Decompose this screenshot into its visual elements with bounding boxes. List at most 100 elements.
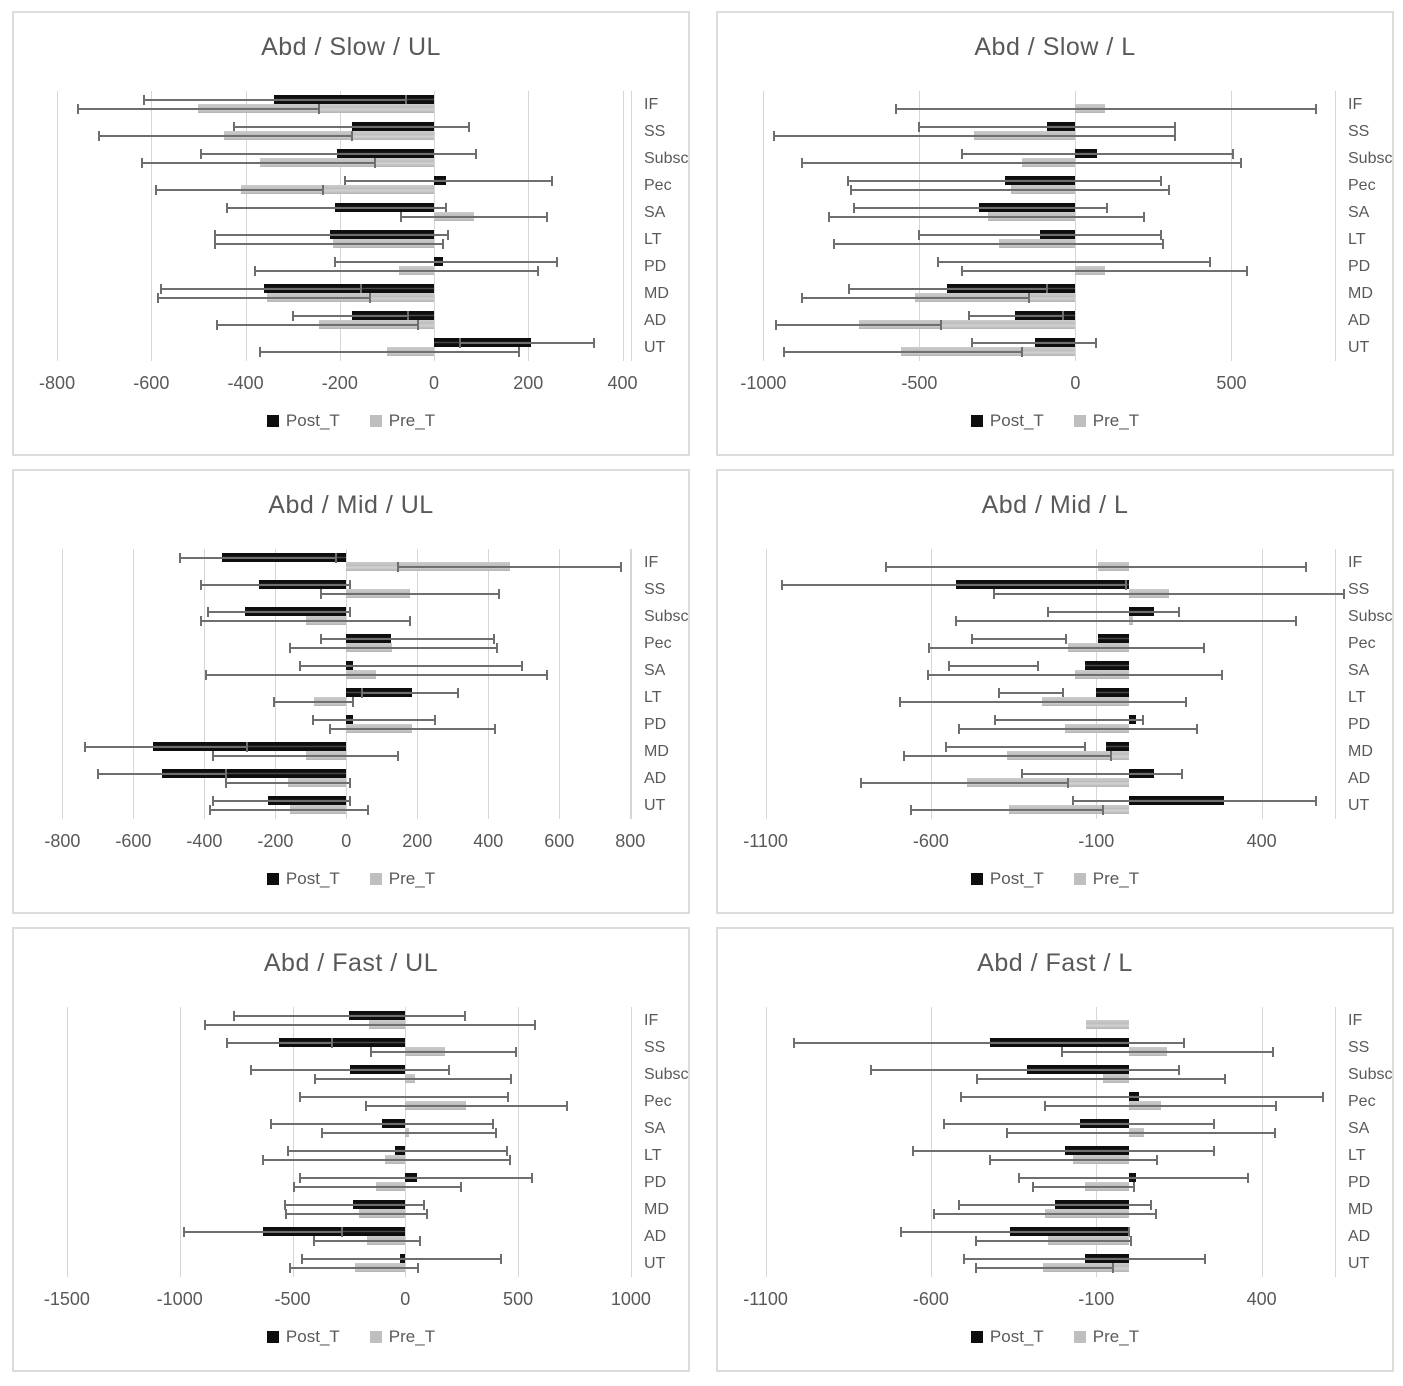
- error-bar-cap: [407, 310, 410, 321]
- pre-error-bar: [290, 1266, 418, 1269]
- x-axis: -1500 -1000 -500 0 500 1000: [44, 1289, 651, 1311]
- error-bar-cap: [1246, 265, 1249, 276]
- error-bar-cap: [555, 256, 558, 267]
- plot-area: IF SS Subsc Pec SA LT PD MD AD UT: [754, 91, 1392, 361]
- x-tick-label: 500: [503, 1289, 534, 1309]
- error-bar-cap: [208, 804, 211, 815]
- error-bar-cap: [96, 768, 99, 779]
- category-label: AD: [1348, 770, 1371, 787]
- x-tick-label: -500: [901, 373, 938, 393]
- post-error-bar: [945, 745, 1085, 748]
- error-bar-cap: [1212, 1145, 1215, 1156]
- error-bar-cap: [1067, 777, 1070, 788]
- post-error-bar: [849, 287, 1048, 290]
- pre-swatch-icon: [369, 1331, 382, 1343]
- error-bar-cap: [348, 795, 351, 806]
- error-bar-cap: [1017, 1172, 1020, 1183]
- error-bar-cap: [492, 1118, 495, 1129]
- legend-item-pre: Pre_T: [369, 411, 435, 431]
- gridline: [62, 549, 64, 819]
- pre-error-bar: [929, 646, 1204, 649]
- legend-post-label: Post_T: [285, 1327, 340, 1346]
- legend-item-post: Post_T: [970, 411, 1044, 431]
- error-bar-cap: [258, 346, 261, 357]
- post-error-bar: [995, 718, 1143, 721]
- gridline: [763, 91, 765, 361]
- error-bar-cap: [1196, 723, 1199, 734]
- pre-error-bar: [802, 296, 1029, 299]
- error-bar-cap: [374, 157, 377, 168]
- gridline: [1261, 549, 1263, 819]
- error-bar-cap: [143, 94, 146, 105]
- post-error-bar: [214, 233, 449, 236]
- error-bar-cap: [288, 642, 291, 653]
- error-bar-cap: [933, 1208, 936, 1219]
- error-bar-cap: [262, 1154, 265, 1165]
- error-bar-cap: [1239, 157, 1242, 168]
- gridline: [245, 91, 247, 361]
- gridline: [275, 549, 277, 819]
- pre-error-bar: [209, 808, 368, 811]
- post-bar: [278, 1038, 406, 1047]
- error-bar-cap: [1037, 660, 1040, 671]
- plot-area: IF SS Subsc Pec SA LT PD MD AD UT: [754, 549, 1392, 819]
- pre-error-bar: [774, 134, 1176, 137]
- pre-error-bar: [975, 1239, 1131, 1242]
- error-bar-cap: [299, 1091, 302, 1102]
- error-bar-cap: [286, 1145, 289, 1156]
- error-bar-cap: [155, 184, 158, 195]
- error-bar-cap: [157, 292, 160, 303]
- category-label: MD: [644, 743, 669, 760]
- category-label: SS: [1348, 1039, 1370, 1056]
- post-error-bar: [179, 556, 336, 559]
- legend-item-post: Post_T: [970, 1327, 1044, 1347]
- post-error-bar: [300, 664, 522, 667]
- x-tick-label: 1000: [610, 1289, 651, 1309]
- gridline: [528, 91, 530, 361]
- post-error-bar: [1073, 799, 1317, 802]
- error-bar-cap: [898, 696, 901, 707]
- category-label: UT: [1348, 339, 1370, 356]
- error-bar-cap: [773, 130, 776, 141]
- error-bar-cap: [199, 148, 202, 159]
- plot-right-border: [631, 549, 632, 819]
- post-error-bar: [184, 1230, 343, 1233]
- error-bar-cap: [870, 1064, 873, 1075]
- error-bar-cap: [860, 777, 863, 788]
- error-bar-cap: [1232, 148, 1235, 159]
- category-label: Pec: [644, 1093, 672, 1110]
- x-tick-label: 200: [402, 831, 433, 851]
- post-error-bar: [969, 314, 1063, 317]
- error-bar-cap: [974, 1235, 977, 1246]
- error-bar-cap: [1110, 750, 1113, 761]
- error-bar-cap: [1072, 795, 1075, 806]
- error-bar-cap: [960, 265, 963, 276]
- post-error-bar: [972, 341, 1096, 344]
- legend-item-pre: Pre_T: [369, 1327, 435, 1347]
- error-bar-cap: [801, 157, 804, 168]
- error-bar-cap: [334, 256, 337, 267]
- legend: Post_T Pre_T: [718, 869, 1392, 889]
- pre-error-bar: [78, 107, 319, 110]
- error-bar-cap: [997, 687, 1000, 698]
- error-bar-cap: [409, 615, 412, 626]
- category-label: IF: [1348, 1012, 1363, 1029]
- error-bar-cap: [418, 1235, 421, 1246]
- pre-error-bar: [263, 1158, 511, 1161]
- category-label: Pec: [1348, 177, 1376, 194]
- legend: Post_T Pre_T: [14, 1327, 688, 1347]
- pre-error-bar: [955, 619, 1297, 622]
- error-bar-cap: [442, 238, 445, 249]
- error-bar-cap: [774, 319, 777, 330]
- pre-error-bar: [321, 1131, 496, 1134]
- pre-error-bar: [895, 107, 1316, 110]
- error-bar-cap: [517, 346, 520, 357]
- x-tick-label: -100: [1078, 1289, 1115, 1309]
- error-bar-cap: [954, 615, 957, 626]
- pre-error-bar: [99, 134, 352, 137]
- error-bar-cap: [536, 265, 539, 276]
- error-bar-cap: [245, 741, 248, 752]
- error-bar-cap: [1305, 561, 1308, 572]
- chart-panel-abd-slow-l: Abd / Slow / L IF SS Subsc Pec SA LT PD MD AD UT -1…: [716, 11, 1394, 456]
- post-bar: [1084, 661, 1130, 670]
